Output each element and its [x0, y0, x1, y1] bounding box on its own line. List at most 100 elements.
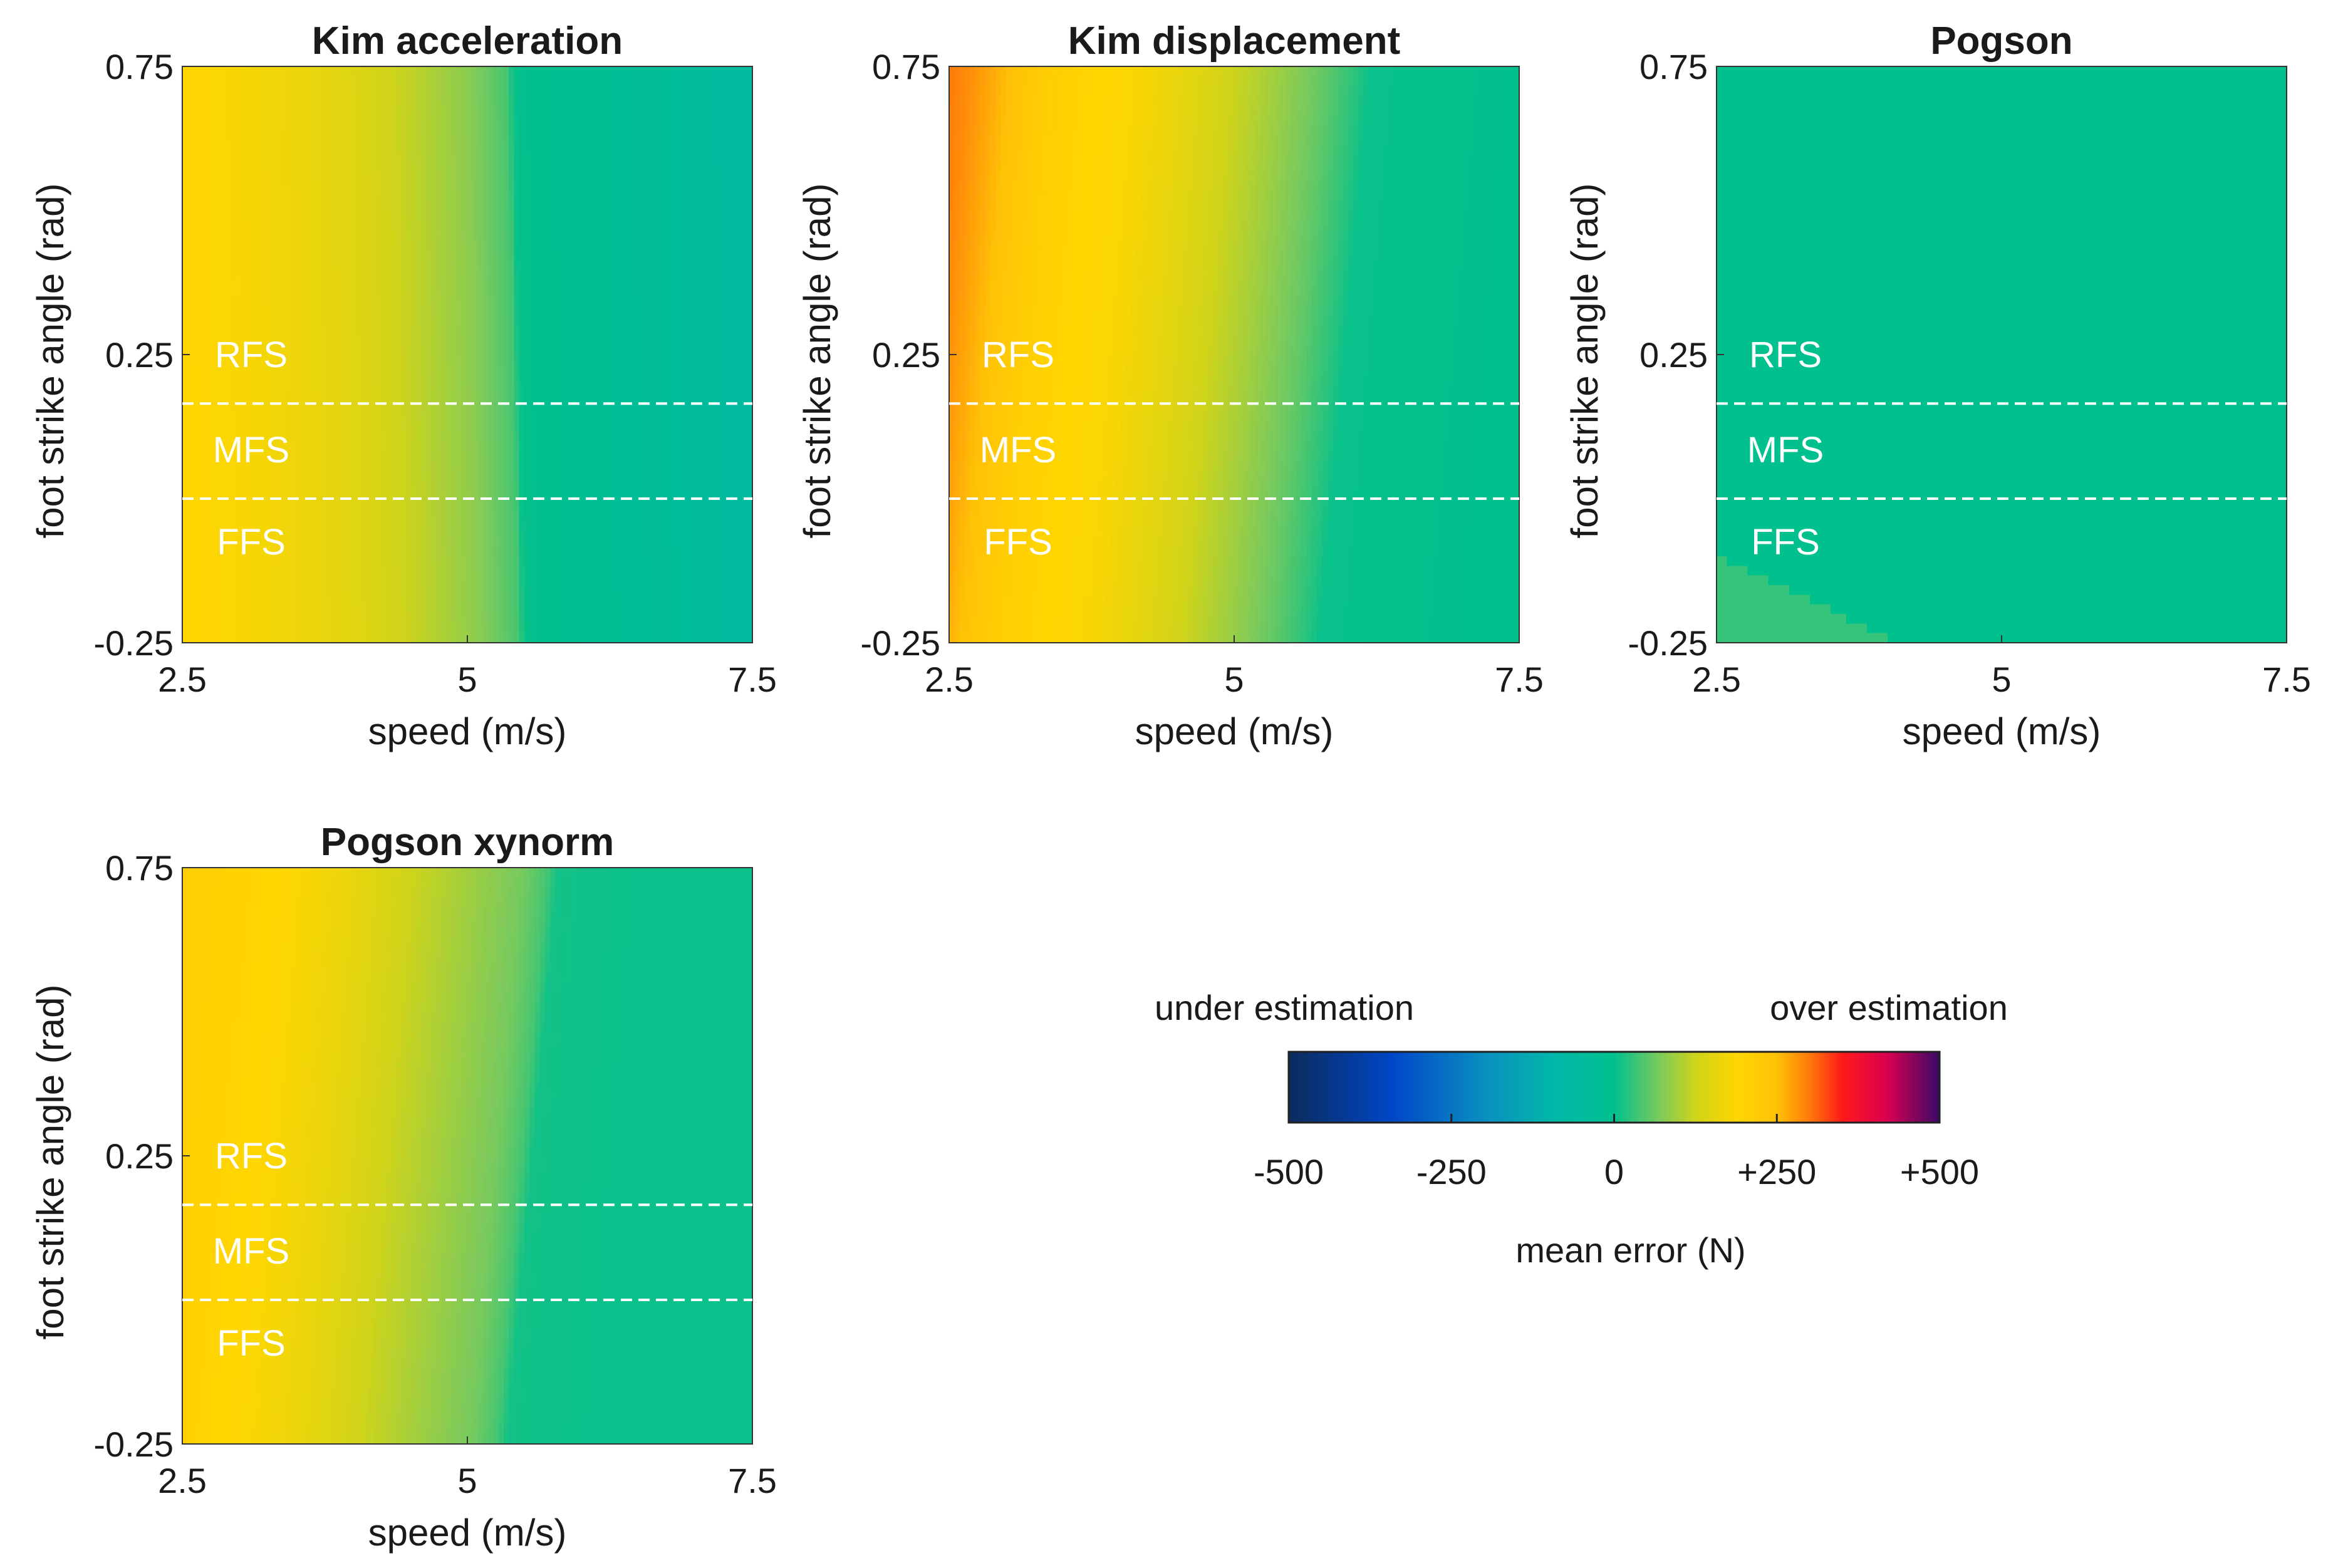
heatmap-cell [540, 76, 546, 86]
heatmap-cell [239, 95, 245, 105]
heatmap-cell [700, 76, 706, 86]
heatmap-cell [721, 124, 727, 134]
heatmap-cell [483, 86, 489, 96]
heatmap-cell [472, 143, 478, 153]
heatmap-cell [307, 95, 313, 105]
heatmap-cell [379, 95, 385, 105]
heatmap-cell [307, 133, 313, 143]
heatmap-cell [291, 143, 297, 153]
heatmap-cell [229, 86, 234, 96]
heatmap-cell [203, 95, 209, 105]
heatmap-cell [276, 105, 281, 115]
heatmap-cell [623, 66, 628, 76]
heatmap-cell [276, 143, 281, 153]
heatmap-cell [198, 124, 204, 134]
heatmap-cell [442, 105, 447, 115]
heatmap-cell [291, 162, 297, 172]
heatmap-cell [499, 162, 504, 172]
heatmap-cell [426, 162, 432, 172]
heatmap-cell [405, 86, 411, 96]
heatmap-cell [706, 86, 712, 96]
heatmap-cell [405, 115, 411, 125]
heatmap-cell [478, 105, 484, 115]
heatmap-cell [472, 76, 478, 86]
heatmap-cell [452, 86, 457, 96]
heatmap-cell [581, 143, 587, 153]
heatmap-cell [711, 124, 717, 134]
heatmap-cell [358, 133, 364, 143]
heatmap-cell [493, 162, 499, 172]
heatmap-cell [483, 133, 489, 143]
heatmap-cell [514, 66, 519, 76]
heatmap-cell [654, 153, 660, 163]
heatmap-cell [519, 66, 525, 76]
heatmap-cell [566, 133, 571, 143]
heatmap-cell [193, 86, 199, 96]
heatmap-cell [607, 143, 613, 153]
heatmap-cell [457, 105, 462, 115]
heatmap-cell [561, 95, 566, 105]
heatmap-cell [447, 124, 452, 134]
heatmap-cell [229, 76, 234, 86]
heatmap-cell [488, 105, 494, 115]
heatmap-cell [685, 153, 690, 163]
heatmap-cell [716, 143, 722, 153]
heatmap-cell [607, 133, 613, 143]
heatmap-cell [550, 124, 556, 134]
heatmap-cell [700, 115, 706, 125]
heatmap-cell [276, 95, 281, 105]
heatmap-cell [291, 66, 297, 76]
heatmap-cell [239, 124, 245, 134]
heatmap-cell [509, 95, 514, 105]
heatmap-cell [182, 143, 188, 153]
heatmap-cell [328, 95, 333, 105]
heatmap-cell [193, 66, 199, 76]
heatmap-cell [317, 95, 323, 105]
heatmap-cell [695, 86, 701, 96]
heatmap-cell [727, 95, 732, 105]
heatmap-cell [695, 66, 701, 76]
heatmap-cell [700, 95, 706, 105]
heatmap-cell [322, 143, 328, 153]
heatmap-cell [219, 76, 224, 86]
heatmap-cell [623, 133, 628, 143]
heatmap-cell [690, 133, 696, 143]
heatmap-cell [301, 153, 307, 163]
heatmap-cell [400, 95, 405, 105]
heatmap-panel: RFSMFSFFSKim acceleration2.5 5 7.50.750.25… [29, 19, 777, 752]
heatmap-cell [255, 143, 261, 153]
heatmap-cell [415, 105, 421, 115]
heatmap-cell [234, 66, 240, 76]
heatmap-cell [271, 143, 276, 153]
heatmap-cell [224, 66, 229, 76]
heatmap-cell [343, 86, 348, 96]
heatmap-cell [457, 162, 462, 172]
heatmap-cell [244, 86, 250, 96]
heatmap-cell [193, 162, 199, 172]
heatmap-cell [328, 153, 333, 163]
heatmap-cell [700, 143, 706, 153]
heatmap-cell [628, 124, 633, 134]
heatmap-cell [343, 95, 348, 105]
heatmap-cell [613, 153, 618, 163]
heatmap-cell [592, 153, 598, 163]
heatmap-cell [307, 115, 313, 125]
heatmap-cell [415, 86, 421, 96]
heatmap-cell [535, 105, 541, 115]
heatmap-cell [670, 66, 675, 76]
heatmap-cell [467, 143, 473, 153]
heatmap-cell [415, 124, 421, 134]
heatmap-cell [312, 143, 318, 153]
heatmap-cell [219, 143, 224, 153]
heatmap-cell [488, 76, 494, 86]
heatmap-cell [452, 115, 457, 125]
heatmap-cell [540, 105, 546, 115]
heatmap-cell [514, 143, 519, 153]
heatmap-cell [488, 115, 494, 125]
heatmap-cell [607, 115, 613, 125]
heatmap-cell [467, 162, 473, 172]
heatmap-cell [224, 153, 229, 163]
heatmap-cell [338, 133, 343, 143]
heatmap-cell [198, 162, 204, 172]
heatmap-cell [260, 76, 266, 86]
